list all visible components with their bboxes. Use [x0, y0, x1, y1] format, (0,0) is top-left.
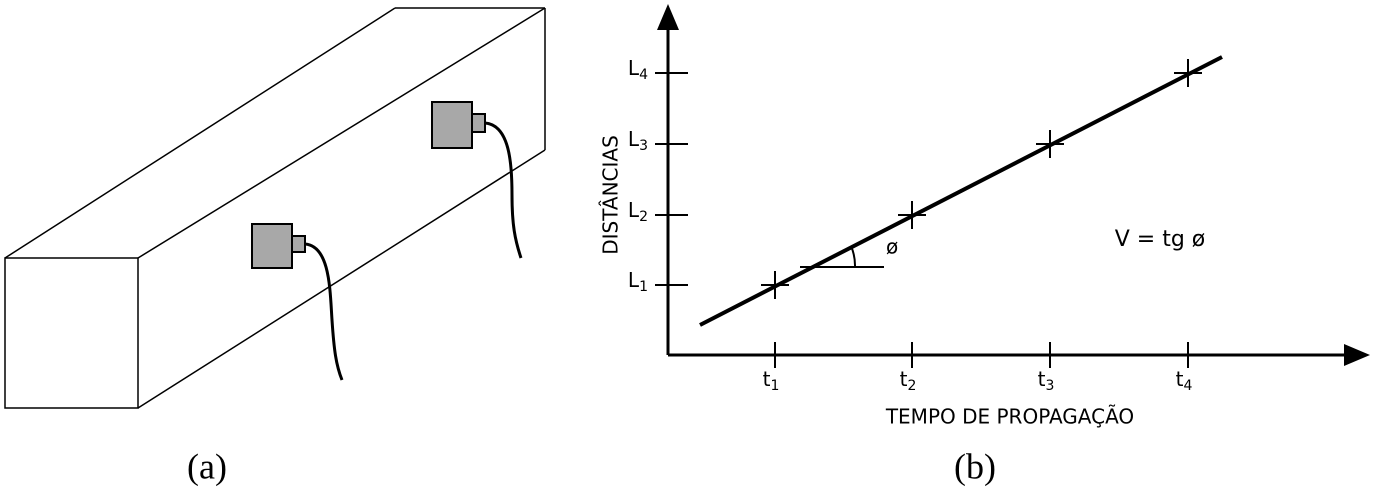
tick-label: L2: [628, 198, 648, 226]
tick-label: L4: [628, 56, 648, 84]
transducer: [251, 223, 344, 381]
beam-edge: [4, 7, 396, 259]
sensor-tip: [471, 113, 486, 133]
tick-label-sub: 3: [1045, 378, 1054, 394]
tick-label: L3: [628, 127, 648, 155]
cable: [484, 121, 523, 259]
sensor-tip: [291, 235, 306, 253]
y-axis-title: DISTÂNCIAS: [599, 135, 623, 255]
tick-label: t2: [900, 367, 917, 395]
beam-end-face: [4, 257, 139, 409]
tick-label-sub: 4: [639, 67, 648, 83]
tick-label-base: L: [628, 198, 640, 222]
graph: ø V = tg ø TEMPO DE PROPAGAÇÃO DISTÂNCIA…: [599, 4, 1370, 429]
beam-edge: [137, 7, 546, 259]
x-axis-title: TEMPO DE PROPAGAÇÃO: [885, 405, 1134, 429]
tick-label-base: t: [1038, 367, 1046, 391]
angle-label: ø: [886, 235, 898, 259]
transducer: [431, 101, 523, 259]
sensor-body: [431, 101, 473, 149]
cable: [304, 242, 344, 381]
angle-arc: [850, 245, 857, 268]
tick-label-sub: 1: [770, 378, 779, 394]
arrowhead: [1344, 344, 1370, 366]
tick-label-base: L: [628, 127, 640, 151]
tick-label: L1: [628, 268, 648, 296]
beam-edge: [137, 149, 546, 409]
sensor-body: [251, 223, 293, 269]
tick-label: t4: [1176, 367, 1193, 395]
formula: V = tg ø: [1115, 227, 1206, 252]
tick-label-sub: 2: [907, 378, 916, 394]
caption: (a): [187, 446, 227, 486]
tick-label-sub: 1: [639, 279, 648, 295]
trend-line: [699, 55, 1223, 327]
tick-label-sub: 3: [639, 138, 648, 154]
tick-label-base: t: [900, 367, 908, 391]
tick-label-base: t: [763, 367, 771, 391]
arrowhead: [657, 4, 679, 30]
tick-label-sub: 4: [1183, 378, 1192, 394]
tick-label-base: L: [628, 268, 640, 292]
tick-label-base: t: [1176, 367, 1184, 391]
beam-drawing: [4, 7, 546, 409]
tick-label: t3: [1038, 367, 1055, 395]
tick-label-base: L: [628, 56, 640, 80]
tick-label: t1: [763, 367, 780, 395]
caption: (b): [954, 446, 996, 486]
tick-label-sub: 2: [639, 209, 648, 225]
